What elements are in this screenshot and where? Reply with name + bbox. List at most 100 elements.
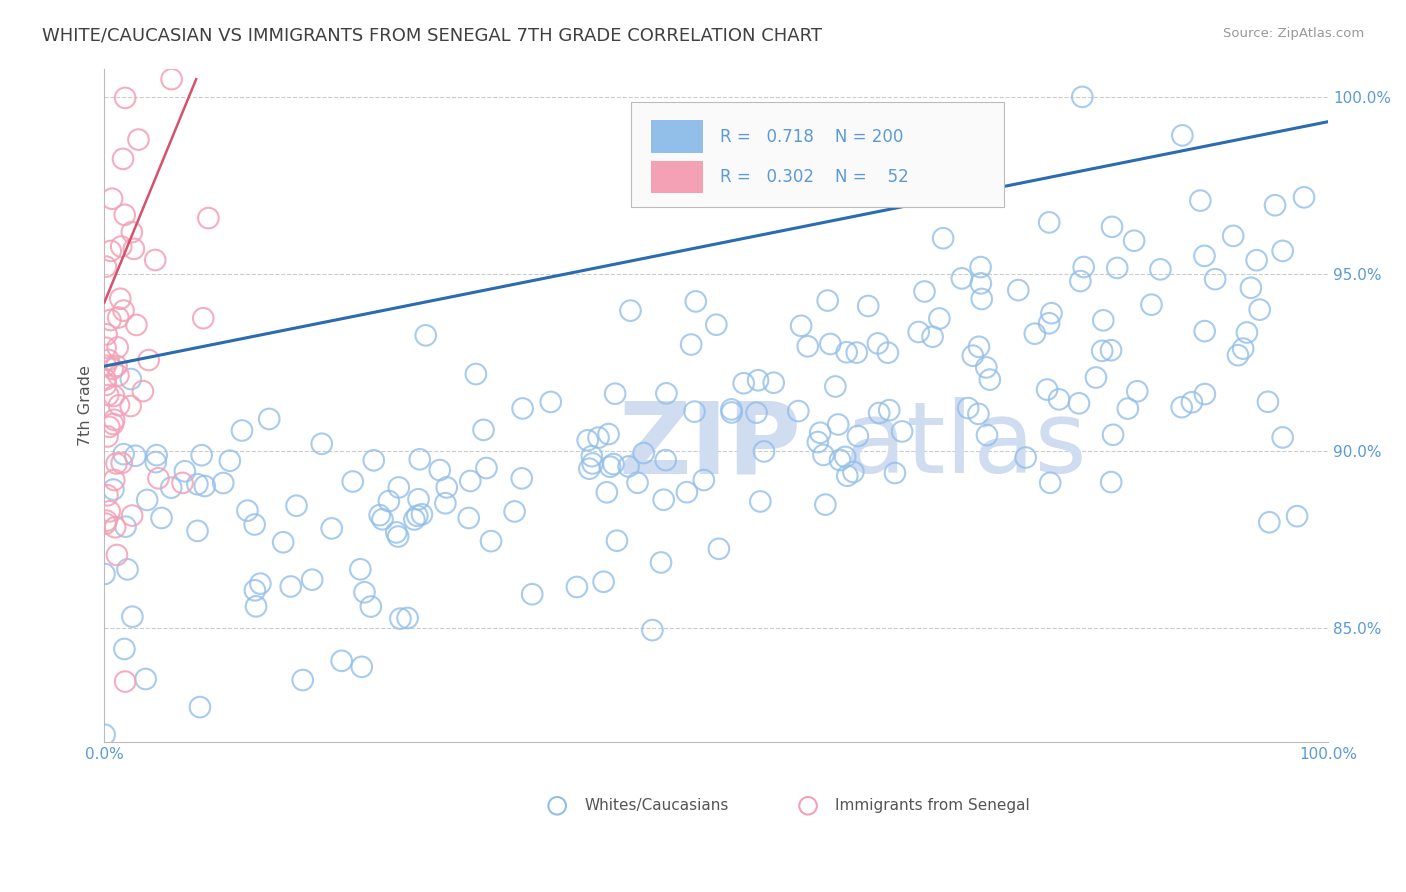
FancyBboxPatch shape bbox=[631, 103, 1004, 207]
Point bbox=[1126, 384, 1149, 399]
Point bbox=[1232, 342, 1254, 356]
Point bbox=[681, 337, 703, 351]
Point bbox=[236, 503, 259, 517]
Point bbox=[1258, 515, 1281, 529]
Point bbox=[107, 368, 129, 383]
Point bbox=[619, 303, 641, 318]
Point bbox=[330, 654, 353, 668]
Point bbox=[93, 728, 115, 742]
Point bbox=[967, 407, 990, 421]
Point bbox=[976, 360, 998, 375]
Point bbox=[1073, 260, 1095, 274]
Point bbox=[957, 401, 980, 415]
Point bbox=[107, 340, 129, 354]
Point bbox=[218, 454, 240, 468]
Point bbox=[969, 260, 991, 274]
Point bbox=[193, 311, 215, 326]
Point bbox=[1040, 306, 1063, 320]
Point bbox=[858, 299, 880, 313]
Point bbox=[1099, 343, 1122, 358]
Point bbox=[479, 534, 502, 549]
Point bbox=[835, 345, 858, 359]
Point bbox=[363, 453, 385, 467]
Point bbox=[186, 477, 208, 491]
Point bbox=[160, 72, 183, 87]
Point bbox=[108, 398, 131, 412]
Point bbox=[1038, 316, 1060, 330]
Point bbox=[914, 285, 936, 299]
Point bbox=[685, 294, 707, 309]
Point bbox=[842, 465, 865, 479]
Point bbox=[976, 428, 998, 442]
Point bbox=[103, 483, 125, 497]
Point bbox=[704, 318, 727, 332]
Point bbox=[100, 244, 122, 258]
Point bbox=[762, 376, 785, 390]
Point bbox=[110, 292, 132, 306]
Point bbox=[602, 457, 624, 471]
Point bbox=[138, 353, 160, 368]
Point bbox=[360, 599, 382, 614]
Point bbox=[125, 318, 148, 332]
Point bbox=[617, 459, 640, 474]
Point bbox=[1189, 194, 1212, 208]
Point bbox=[1007, 283, 1029, 297]
Point bbox=[1092, 313, 1115, 327]
Point bbox=[94, 341, 117, 355]
Point bbox=[928, 311, 950, 326]
Point bbox=[1222, 228, 1244, 243]
Point bbox=[1102, 427, 1125, 442]
Point bbox=[752, 444, 775, 458]
Point bbox=[1194, 249, 1216, 263]
Point bbox=[868, 406, 890, 420]
Point bbox=[94, 260, 117, 274]
Point bbox=[104, 520, 127, 534]
Point bbox=[342, 475, 364, 489]
Point bbox=[1071, 90, 1094, 104]
Point bbox=[1271, 430, 1294, 444]
Point bbox=[1036, 383, 1059, 397]
Point bbox=[96, 488, 118, 502]
Point bbox=[932, 231, 955, 245]
Point bbox=[790, 318, 813, 333]
Point bbox=[707, 541, 730, 556]
Point bbox=[1069, 274, 1091, 288]
Text: Immigrants from Senegal: Immigrants from Senegal bbox=[835, 798, 1029, 814]
Point bbox=[105, 457, 128, 471]
Point bbox=[103, 473, 125, 487]
Point bbox=[650, 556, 672, 570]
Point bbox=[285, 499, 308, 513]
Point bbox=[353, 585, 375, 599]
Point bbox=[368, 508, 391, 523]
Point bbox=[243, 517, 266, 532]
Point bbox=[891, 425, 914, 439]
Point bbox=[388, 480, 411, 494]
Point bbox=[576, 434, 599, 448]
Point bbox=[626, 475, 648, 490]
Point bbox=[311, 437, 333, 451]
Point bbox=[120, 372, 142, 386]
Point bbox=[1067, 396, 1090, 410]
Point bbox=[655, 386, 678, 401]
Point bbox=[720, 405, 742, 419]
Point bbox=[389, 612, 412, 626]
Point bbox=[186, 524, 208, 538]
Point bbox=[787, 404, 810, 418]
Point bbox=[160, 481, 183, 495]
Point bbox=[249, 576, 271, 591]
Point bbox=[101, 417, 124, 431]
Point bbox=[683, 404, 706, 418]
Point bbox=[408, 492, 430, 507]
Point bbox=[245, 599, 267, 614]
Point bbox=[291, 673, 314, 687]
Point bbox=[1123, 234, 1146, 248]
Point bbox=[111, 152, 134, 166]
Point bbox=[1084, 370, 1107, 384]
Point bbox=[1271, 244, 1294, 258]
Point bbox=[1116, 401, 1139, 416]
Point bbox=[1171, 128, 1194, 143]
Point bbox=[107, 310, 129, 325]
Point bbox=[820, 337, 842, 351]
Point bbox=[578, 461, 600, 475]
Point bbox=[605, 386, 627, 401]
